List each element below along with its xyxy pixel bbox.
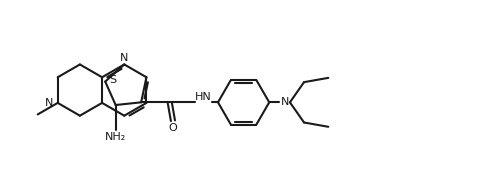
Text: N: N	[45, 98, 54, 108]
Text: HN: HN	[195, 92, 212, 102]
Text: N: N	[120, 53, 128, 63]
Text: NH₂: NH₂	[105, 132, 126, 142]
Text: O: O	[169, 123, 177, 133]
Text: S: S	[109, 75, 116, 85]
Text: N: N	[281, 97, 289, 107]
